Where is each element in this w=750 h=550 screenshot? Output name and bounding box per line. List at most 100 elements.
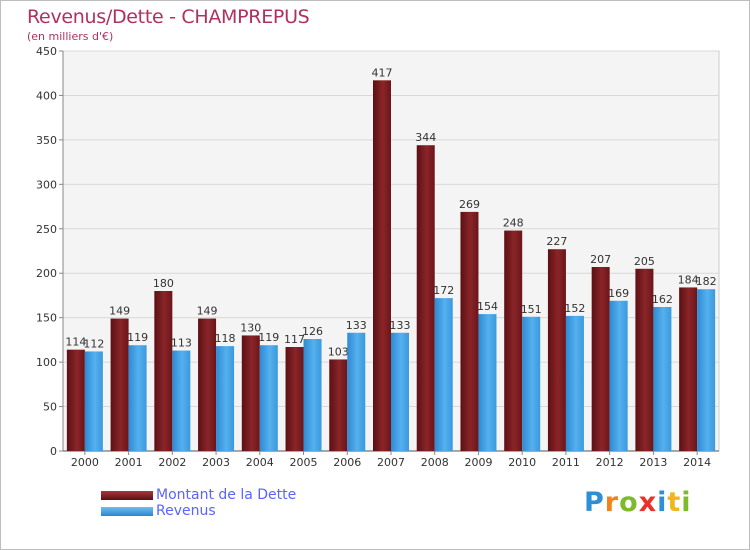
data-label-revenus-2014: 182 xyxy=(696,275,717,288)
bar-dette-2013 xyxy=(635,268,654,451)
data-label-revenus-2001: 119 xyxy=(127,331,148,344)
data-label-dette-2010: 248 xyxy=(503,217,524,230)
data-label-revenus-2000: 112 xyxy=(83,337,104,350)
data-label-revenus-2007: 133 xyxy=(390,319,411,332)
bar-dette-2010 xyxy=(504,230,523,451)
bar-dette-2014 xyxy=(679,287,698,451)
bar-revenus-2000 xyxy=(84,351,103,451)
bar-revenus-2005 xyxy=(303,339,322,451)
data-label-revenus-2002: 113 xyxy=(171,337,192,350)
y-tick-label-450: 450 xyxy=(36,45,57,58)
x-tick-label-2005: 2005 xyxy=(290,456,318,469)
data-label-dette-2012: 207 xyxy=(590,253,611,266)
x-tick-label-2003: 2003 xyxy=(202,456,230,469)
data-label-dette-2009: 269 xyxy=(459,198,480,211)
bar-revenus-2008 xyxy=(434,298,453,451)
data-label-revenus-2008: 172 xyxy=(433,284,454,297)
bar-revenus-2013 xyxy=(653,307,672,451)
bar-dette-2007 xyxy=(373,80,391,451)
bar-dette-2002 xyxy=(154,291,173,451)
data-label-revenus-2011: 152 xyxy=(564,302,585,315)
bar-revenus-2006 xyxy=(347,332,366,451)
data-label-dette-2014: 184 xyxy=(678,273,699,286)
y-tick-label-300: 300 xyxy=(36,178,57,191)
y-tick-label-150: 150 xyxy=(36,312,57,325)
bar-revenus-2014 xyxy=(697,289,716,451)
data-label-revenus-2012: 169 xyxy=(608,287,629,300)
bar-revenus-2003 xyxy=(216,346,235,451)
y-tick-label-400: 400 xyxy=(36,89,57,102)
x-tick-label-2013: 2013 xyxy=(639,456,667,469)
x-tick-label-2000: 2000 xyxy=(71,456,99,469)
bar-dette-2012 xyxy=(591,267,610,451)
data-label-dette-2003: 149 xyxy=(197,305,218,318)
data-label-dette-2004: 130 xyxy=(240,321,261,334)
bar-revenus-2007 xyxy=(391,332,409,451)
bar-revenus-2002 xyxy=(172,350,191,451)
chart-title: Revenus/Dette - CHAMPREPUS xyxy=(27,6,310,28)
legend-swatch-revenus xyxy=(101,507,153,516)
data-label-dette-2002: 180 xyxy=(153,277,174,290)
bar-dette-2001 xyxy=(110,318,129,451)
y-tick-label-50: 50 xyxy=(43,401,57,414)
x-tick-label-2002: 2002 xyxy=(158,456,186,469)
data-label-dette-2007: 417 xyxy=(372,66,393,79)
y-tick-label-0: 0 xyxy=(50,445,57,458)
bar-revenus-2012 xyxy=(609,300,628,451)
data-label-revenus-2003: 118 xyxy=(215,332,236,345)
bar-dette-2008 xyxy=(416,145,435,451)
x-tick-label-2001: 2001 xyxy=(115,456,143,469)
chart-subtitle: (en milliers d'€) xyxy=(27,30,114,43)
bar-dette-2006 xyxy=(329,359,348,451)
bar-dette-2004 xyxy=(241,335,260,451)
bar-dette-2011 xyxy=(547,249,566,451)
bar-dette-2009 xyxy=(460,211,479,451)
bar-revenus-2011 xyxy=(565,315,584,451)
bar-revenus-2001 xyxy=(128,345,147,451)
bar-dette-2000 xyxy=(66,349,85,451)
legend-label-revenus: Revenus xyxy=(156,503,216,519)
bar-dette-2003 xyxy=(198,318,217,451)
logo-letter: o xyxy=(619,487,639,518)
y-tick-label-250: 250 xyxy=(36,223,57,236)
logo-letter: r xyxy=(604,487,620,518)
bar-dette-2005 xyxy=(285,347,304,451)
data-label-revenus-2006: 133 xyxy=(346,319,367,332)
bar-revenus-2010 xyxy=(522,316,541,451)
data-label-revenus-2010: 151 xyxy=(521,303,542,316)
x-tick-label-2011: 2011 xyxy=(552,456,580,469)
data-label-dette-2006: 103 xyxy=(328,345,349,358)
proxiti-logo: Proxiti xyxy=(584,487,692,518)
x-tick-label-2012: 2012 xyxy=(596,456,624,469)
x-tick-label-2014: 2014 xyxy=(683,456,711,469)
data-label-dette-2001: 149 xyxy=(109,305,130,318)
data-label-revenus-2004: 119 xyxy=(258,331,279,344)
x-tick-label-2006: 2006 xyxy=(333,456,361,469)
x-tick-label-2004: 2004 xyxy=(246,456,274,469)
legend-swatch-dette xyxy=(101,491,153,500)
logo-letter: P xyxy=(584,487,605,518)
bar-revenus-2004 xyxy=(259,345,278,451)
data-label-revenus-2013: 162 xyxy=(652,293,673,306)
legend-label-dette: Montant de la Dette xyxy=(156,487,297,503)
data-label-dette-2011: 227 xyxy=(546,235,567,248)
x-tick-label-2010: 2010 xyxy=(508,456,536,469)
data-label-dette-2005: 117 xyxy=(284,333,305,346)
data-label-dette-2008: 344 xyxy=(415,131,436,144)
x-tick-label-2008: 2008 xyxy=(421,456,449,469)
y-tick-label-200: 200 xyxy=(36,267,57,280)
bar-revenus-2009 xyxy=(478,314,497,451)
x-tick-label-2007: 2007 xyxy=(377,456,405,469)
data-label-revenus-2005: 126 xyxy=(302,325,323,338)
logo-letter: i xyxy=(681,487,692,518)
x-tick-label-2009: 2009 xyxy=(464,456,492,469)
data-label-dette-2000: 114 xyxy=(65,336,86,349)
logo-letter: i xyxy=(657,487,668,518)
y-tick-label-350: 350 xyxy=(36,134,57,147)
logo-letter: x xyxy=(638,487,658,518)
data-label-dette-2013: 205 xyxy=(634,255,655,268)
logo-letter: t xyxy=(667,487,682,518)
y-tick-label-100: 100 xyxy=(36,356,57,369)
